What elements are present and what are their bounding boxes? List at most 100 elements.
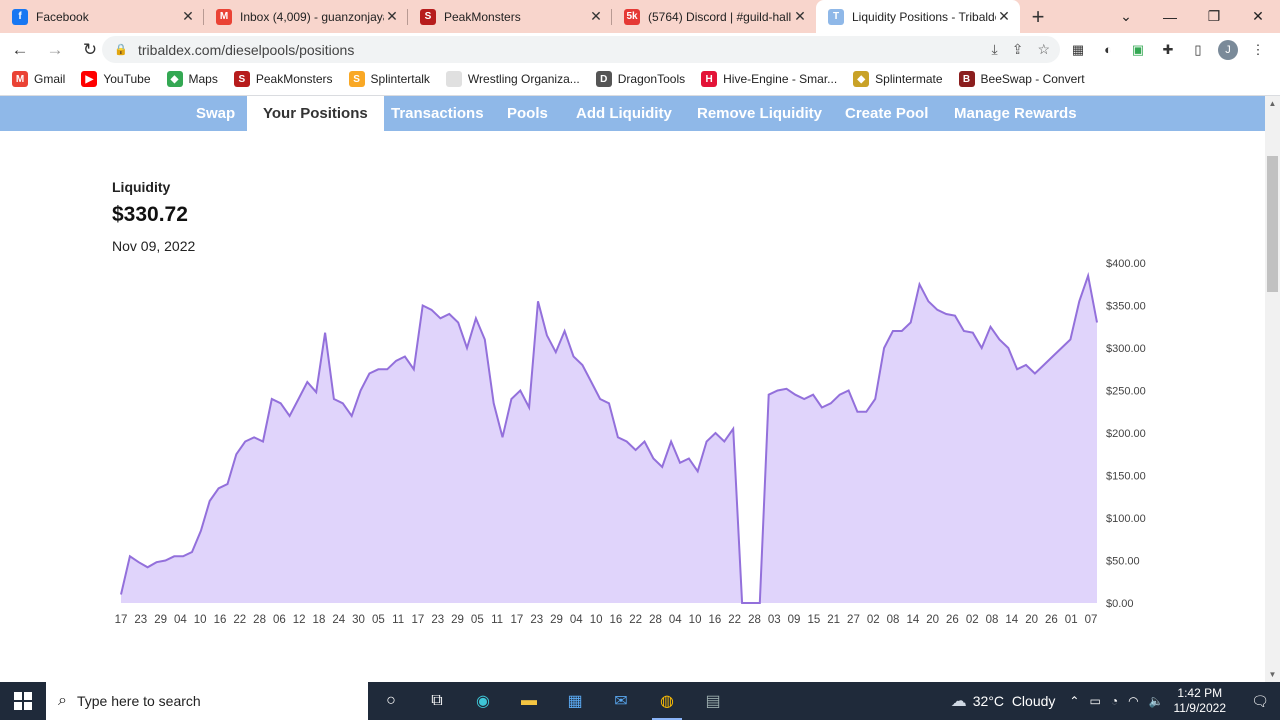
back-button[interactable]: ← bbox=[11, 39, 29, 59]
wifi-icon[interactable]: ◠ bbox=[1128, 694, 1139, 708]
search-icon: ⌕ bbox=[58, 692, 67, 709]
y-tick-label: $350.00 bbox=[1106, 301, 1146, 313]
liquidity-line bbox=[120, 271, 1098, 604]
share-icon[interactable]: ⇪ bbox=[1011, 41, 1024, 57]
y-tick-label: $300.00 bbox=[1106, 343, 1146, 355]
liquidity-chart[interactable]: $0.00 $50.00 $100.00 $150.00 $200.00 $250.00 $… bbox=[0, 246, 1265, 636]
browser-tab[interactable]: M Inbox (4,009) - guanzonjayar ✕ bbox=[204, 0, 408, 33]
scroll-down-icon[interactable]: ▼ bbox=[1268, 670, 1277, 679]
bookmark-label: DragonTools bbox=[617, 72, 686, 86]
sidepanel-icon[interactable]: ▯ bbox=[1194, 41, 1202, 57]
close-tab-icon[interactable]: ✕ bbox=[182, 8, 194, 24]
browser-tab[interactable]: T Liquidity Positions - Tribalde ✕ bbox=[816, 0, 1020, 33]
menu-kebab-icon[interactable]: ⋮ bbox=[1251, 41, 1265, 57]
browser-tab[interactable]: 5k (5764) Discord | #guild-hall | ✕ bbox=[612, 0, 816, 33]
nav-swap[interactable]: Swap bbox=[196, 105, 236, 122]
nav-add-liquidity[interactable]: Add Liquidity bbox=[576, 105, 672, 122]
taskbar-search[interactable]: ⌕ Type here to search bbox=[46, 682, 368, 720]
bookmark-item[interactable]: ▶ YouTube bbox=[81, 71, 151, 87]
task-view-icon[interactable]: ⧉ bbox=[431, 692, 443, 709]
bookmark-item[interactable]: D DragonTools bbox=[595, 71, 686, 87]
chevron-up-icon[interactable]: ⌃ bbox=[1069, 694, 1080, 708]
close-window-button[interactable]: ✕ bbox=[1252, 8, 1264, 24]
page-scrollbar[interactable]: ▲ ▼ bbox=[1265, 96, 1280, 682]
x-tick-label: 06 bbox=[273, 614, 286, 626]
close-tab-icon[interactable]: ✕ bbox=[386, 8, 398, 24]
reload-button[interactable]: ↻ bbox=[82, 39, 98, 59]
x-tick-label: 03 bbox=[768, 614, 781, 626]
maximize-button[interactable]: ❐ bbox=[1207, 8, 1221, 24]
new-tab-button[interactable]: + bbox=[1031, 3, 1045, 29]
bookmark-item[interactable]: ◆ Maps bbox=[166, 71, 218, 87]
notifications-icon[interactable]: 🗨 bbox=[1251, 692, 1269, 709]
mail-icon[interactable]: ✉ bbox=[614, 693, 628, 710]
edge-icon[interactable]: ◉ bbox=[476, 693, 490, 710]
x-tick-label: 09 bbox=[788, 614, 801, 626]
file-explorer-icon[interactable]: ▬ bbox=[521, 692, 537, 709]
splintermate-icon: ◆ bbox=[853, 71, 870, 87]
close-tab-icon[interactable]: ✕ bbox=[998, 8, 1010, 24]
nav-create-pool[interactable]: Create Pool bbox=[845, 105, 929, 122]
network-icon[interactable]: ◔ bbox=[1110, 694, 1119, 708]
close-tab-icon[interactable]: ✕ bbox=[794, 8, 806, 24]
extensions-puzzle-icon[interactable]: ✚ bbox=[1162, 41, 1174, 57]
tab-title: (5764) Discord | #guild-hall | bbox=[648, 9, 792, 24]
peakmonsters-icon: S bbox=[233, 71, 250, 87]
weather-widget[interactable]: ☁ 32°C Cloudy bbox=[951, 691, 1056, 711]
scroll-thumb[interactable] bbox=[1267, 156, 1278, 292]
clock-date: 11/9/2022 bbox=[1173, 701, 1227, 715]
x-tick-label: 17 bbox=[115, 614, 128, 626]
x-tick-label: 27 bbox=[847, 614, 860, 626]
bookmark-star-icon[interactable]: ☆ bbox=[1037, 41, 1050, 57]
battery-icon[interactable]: ▭ bbox=[1089, 694, 1101, 708]
store-icon[interactable]: ▦ bbox=[567, 693, 583, 710]
extension-2-icon[interactable]: ◐ bbox=[1104, 42, 1112, 57]
clock[interactable]: 1:42 PM 11/9/2022 bbox=[1174, 686, 1227, 716]
install-icon[interactable]: ⤓ bbox=[991, 41, 998, 57]
close-tab-icon[interactable]: ✕ bbox=[590, 8, 602, 24]
nav-your-positions[interactable]: Your Positions bbox=[247, 96, 384, 131]
clock-time: 1:42 PM bbox=[1177, 686, 1223, 700]
x-tick-label: 23 bbox=[431, 614, 444, 626]
nav-transactions[interactable]: Transactions bbox=[391, 105, 484, 122]
x-tick-label: 10 bbox=[689, 614, 702, 626]
nav-remove-liquidity[interactable]: Remove Liquidity bbox=[697, 105, 823, 122]
scroll-up-icon[interactable]: ▲ bbox=[1268, 99, 1277, 108]
forward-button[interactable]: → bbox=[46, 39, 64, 59]
nav-pools[interactable]: Pools bbox=[507, 105, 548, 122]
chrome-icon[interactable]: ◍ bbox=[644, 682, 690, 720]
x-tick-label: 08 bbox=[986, 614, 999, 626]
tab-search-icon[interactable]: ⌄ bbox=[1120, 8, 1132, 24]
bookmark-item[interactable]: Wrestling Organiza... bbox=[445, 71, 580, 87]
x-tick-label: 07 bbox=[1085, 614, 1098, 626]
cortana-icon[interactable]: ○ bbox=[386, 692, 396, 709]
youtube-icon: ▶ bbox=[81, 71, 98, 87]
y-tick-label: $50.00 bbox=[1106, 556, 1140, 568]
windows-start-icon[interactable] bbox=[0, 682, 46, 720]
bookmark-item[interactable]: ◆ Splintermate bbox=[853, 71, 943, 87]
x-tick-label: 12 bbox=[293, 614, 306, 626]
volume-icon[interactable]: 🔈 bbox=[1148, 694, 1164, 708]
profile-avatar[interactable]: J bbox=[1218, 39, 1238, 60]
minimize-button[interactable]: — bbox=[1163, 8, 1177, 25]
extension-1-icon[interactable]: ▦ bbox=[1071, 41, 1085, 57]
bookmark-item[interactable]: M Gmail bbox=[12, 71, 65, 87]
bookmark-item[interactable]: S PeakMonsters bbox=[233, 71, 333, 87]
x-tick-label: 20 bbox=[1025, 614, 1038, 626]
calculator-icon[interactable]: ▤ bbox=[705, 693, 721, 710]
extension-3-icon[interactable]: ▣ bbox=[1131, 41, 1145, 57]
lock-icon[interactable]: 🔒 bbox=[114, 44, 128, 56]
address-bar[interactable]: 🔒 tribaldex.com/dieselpools/positions ⤓ … bbox=[102, 36, 1060, 63]
bookmark-item[interactable]: H Hive-Engine - Smar... bbox=[701, 71, 837, 87]
bookmark-label: Hive-Engine - Smar... bbox=[723, 72, 838, 86]
x-tick-label: 29 bbox=[451, 614, 464, 626]
tab-separator bbox=[611, 9, 612, 25]
nav-manage-rewards[interactable]: Manage Rewards bbox=[954, 105, 1077, 122]
x-tick-label: 14 bbox=[1005, 614, 1018, 626]
windows-taskbar: ⌕ Type here to search ○ ⧉ ◉ ▬ ▦ ✉ ◍ ▤ ☁ … bbox=[0, 682, 1280, 720]
browser-tab[interactable]: S PeakMonsters ✕ bbox=[408, 0, 612, 33]
bookmark-item[interactable]: B BeeSwap - Convert bbox=[958, 71, 1085, 87]
bookmark-label: Splintertalk bbox=[370, 72, 430, 86]
bookmark-item[interactable]: S Splintertalk bbox=[348, 71, 430, 87]
browser-tab[interactable]: f Facebook ✕ bbox=[0, 0, 204, 33]
